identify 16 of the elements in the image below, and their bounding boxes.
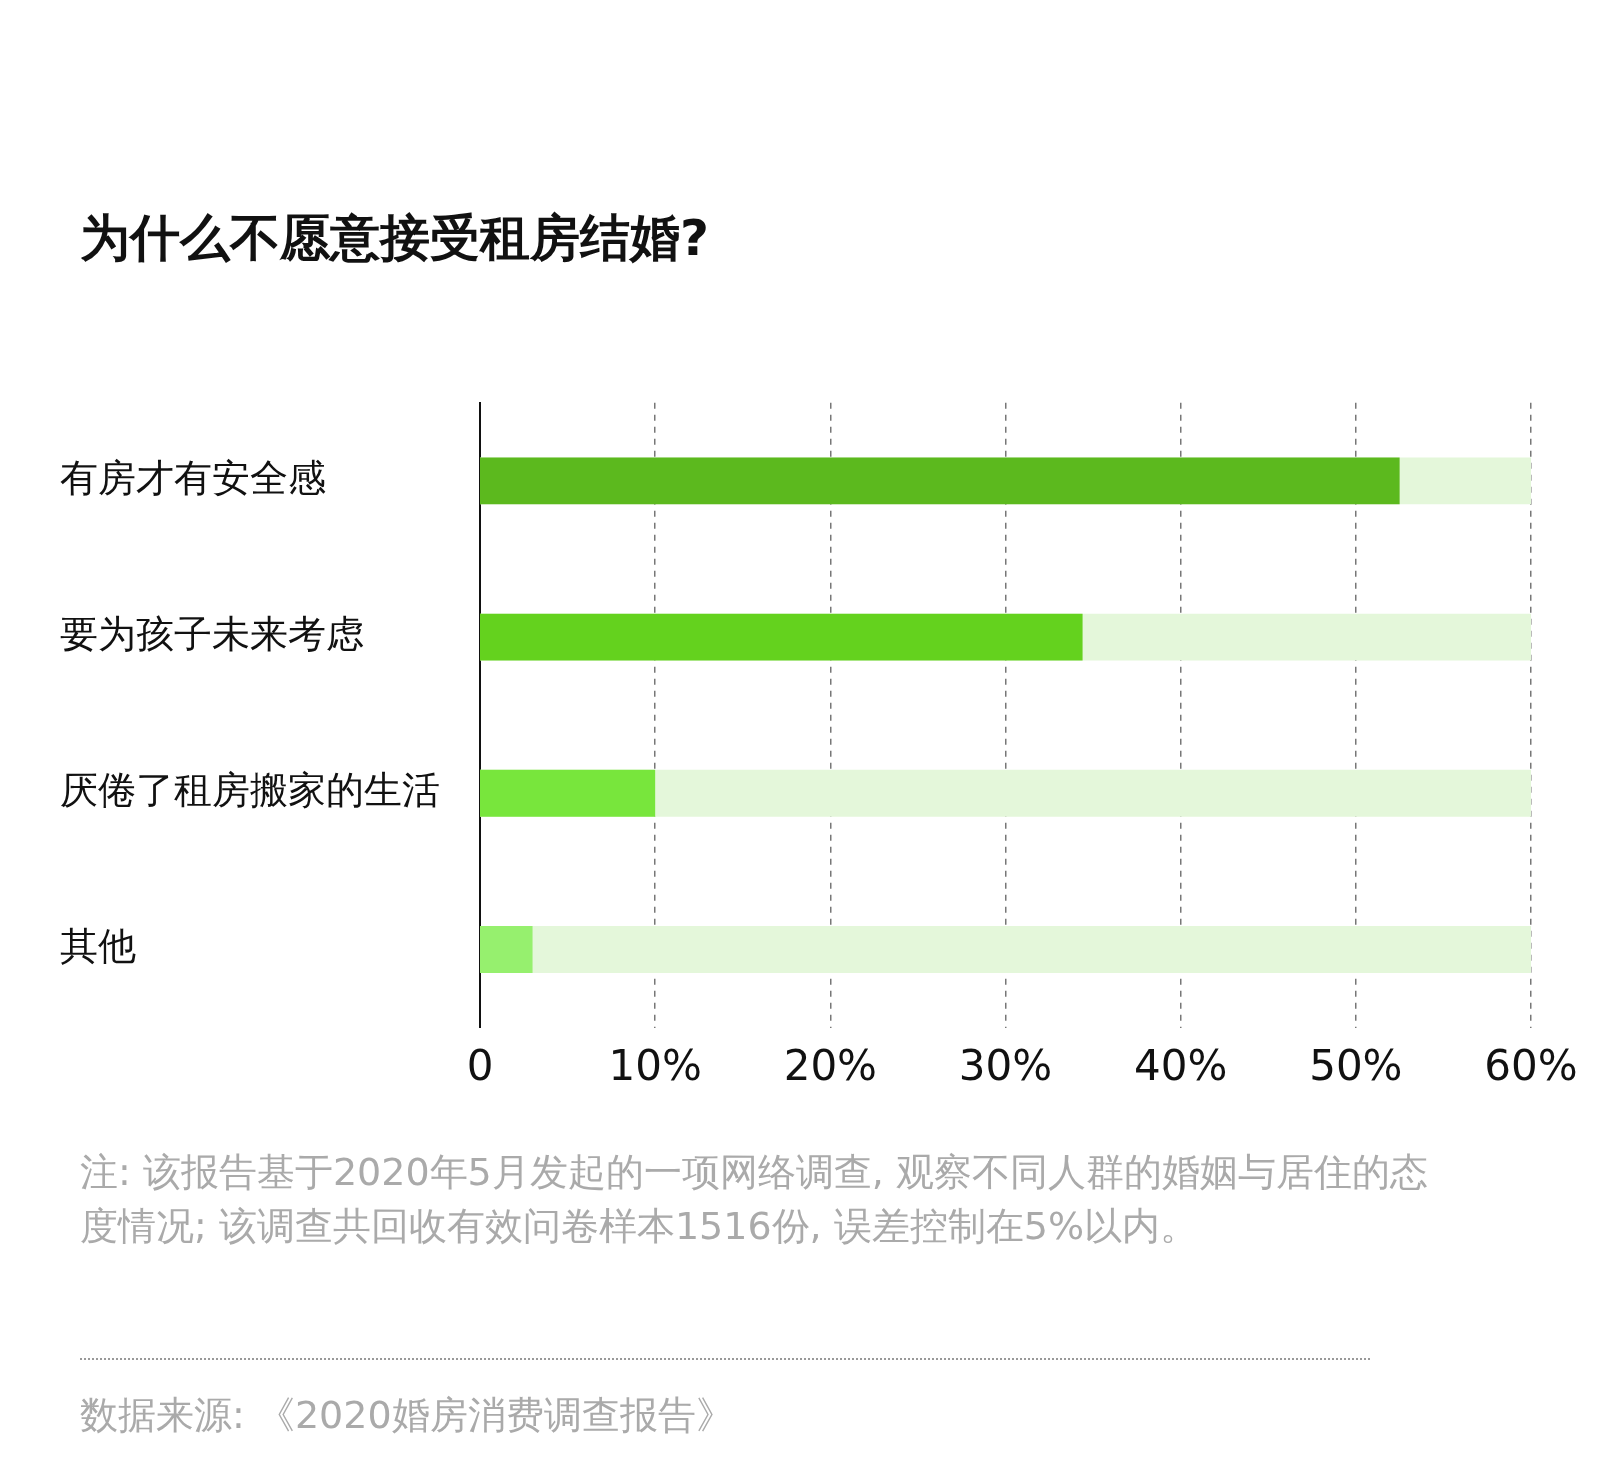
y-tick-label: 厌倦了租房搬家的生活 [60,768,440,813]
x-tick-label: 10% [608,1040,702,1090]
x-tick-label: 0 [466,1040,494,1090]
x-tick-label: 60% [1484,1040,1578,1090]
y-tick-label: 有房才有安全感 [60,455,326,500]
x-tick-label: 20% [783,1040,878,1090]
source-note: 数据来源: 《2020婚房消费调查报告》 [80,1392,734,1439]
chart-title: 为什么不愿意接受租房结婚? [80,208,710,269]
x-tick-label: 40% [1133,1040,1228,1090]
y-tick-label: 要为孩子未来考虑 [60,611,364,656]
x-tick-label: 30% [958,1040,1053,1090]
y-tick-label: 其他 [60,924,136,969]
bar [480,926,533,973]
text: 注: 该报告基于2020年5月发起的一项网络调查, 观察不同人群的婚姻与居住的态度情况; 该调查共回收有效问卷样本1516份, 误差控制在5%以内。 [80,1149,1429,1250]
x-tick-label: 50% [1309,1040,1403,1090]
bar [480,769,656,817]
